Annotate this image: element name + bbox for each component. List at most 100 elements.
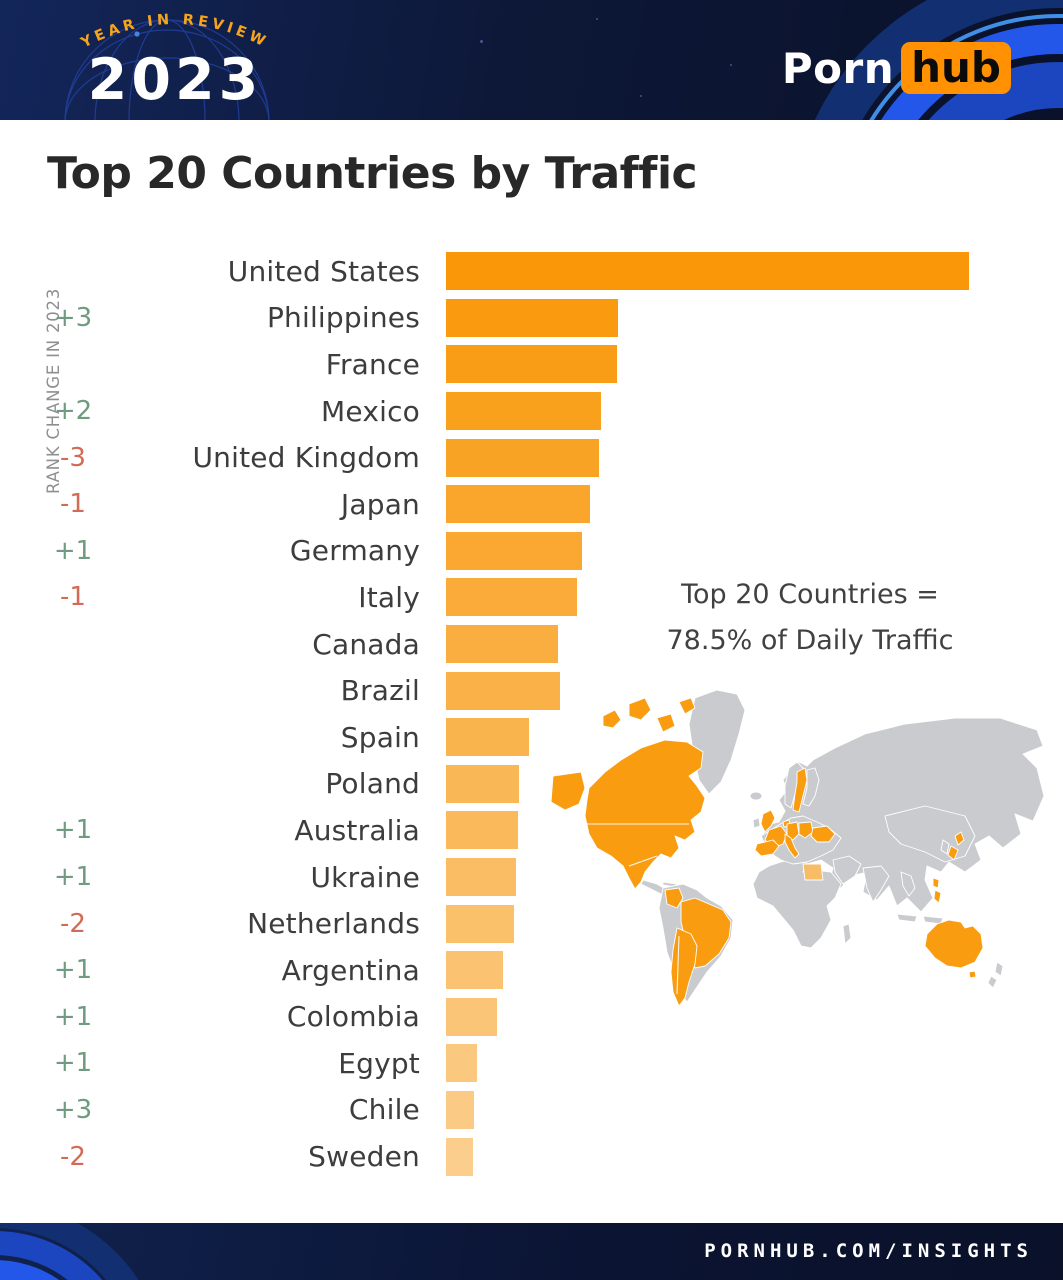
rank-change-colombia: +1 (53, 1001, 93, 1032)
rank-change-netherlands: -2 (60, 908, 86, 939)
footer-arcs-decoration (0, 1223, 139, 1280)
map-india (862, 865, 890, 903)
country-label-chile: Chile (348, 1093, 420, 1127)
map-country-poland (798, 821, 814, 839)
map-country-spain (754, 839, 780, 857)
bar-track-germany (420, 531, 1063, 570)
bar-netherlands (446, 904, 514, 943)
map-country-sweden (792, 767, 808, 813)
chart-row-poland: Poland (0, 761, 1063, 808)
bar-track-poland (420, 764, 1063, 803)
insights-url: PORNHUB.COM/INSIGHTS (704, 1240, 1033, 1262)
bar-argentina (446, 951, 503, 990)
map-ireland (752, 817, 761, 829)
bar-track-ukraine (420, 858, 1063, 897)
corner-arcs-decoration (814, 0, 1063, 120)
bar-egypt (446, 1044, 477, 1083)
country-label-mexico: Mexico (321, 394, 420, 428)
map-country-egypt (802, 863, 824, 881)
map-country-colombia (664, 887, 684, 909)
star-dot (480, 40, 483, 43)
bar-united-kingdom (446, 438, 599, 477)
country-label-brazil: Brazil (340, 674, 420, 708)
bar-track-philippines (420, 298, 1063, 337)
map-country-italy (784, 833, 800, 859)
footer-banner: PORNHUB.COM/INSIGHTS (0, 1223, 1063, 1280)
country-label-egypt: Egypt (338, 1046, 420, 1080)
bar-united-states (446, 252, 969, 291)
logo-text-hub: hub (901, 42, 1011, 94)
header-banner: YEAR IN REVIEW 2023 Porn hub (0, 0, 1063, 120)
chart-row-brazil: Brazil (0, 667, 1063, 714)
map-country-alaska (550, 771, 586, 811)
bar-track-japan (420, 485, 1063, 524)
pornhub-logo: Porn hub (782, 42, 1011, 94)
country-label-united-kingdom: United Kingdom (192, 441, 420, 475)
chart-row-canada: Canada (0, 621, 1063, 668)
map-country-tasmania (968, 970, 977, 979)
bar-track-france (420, 345, 1063, 384)
country-label-ukraine: Ukraine (310, 860, 420, 894)
bar-mexico (446, 392, 601, 431)
map-arctic-island (628, 697, 652, 721)
chart-row-netherlands: -2 Netherlands (0, 900, 1063, 947)
map-country-canada-us-mexico (584, 739, 706, 890)
country-label-colombia: Colombia (286, 1000, 420, 1034)
bar-track-australia (420, 811, 1063, 850)
country-label-poland: Poland (325, 767, 420, 801)
star-dot (596, 18, 598, 20)
chart-row-colombia: +1 Colombia (0, 994, 1063, 1041)
chart-row-italy: -1 Italy (0, 574, 1063, 621)
rank-change-ukraine: +1 (53, 862, 93, 893)
bar-australia (446, 811, 518, 850)
chart-row-australia: +1 Australia (0, 807, 1063, 854)
rank-change-united-kingdom: -3 (60, 442, 86, 473)
bar-philippines (446, 298, 618, 337)
logo-text-porn: Porn (781, 43, 895, 93)
country-label-france: France (325, 347, 420, 381)
world-map (550, 689, 1045, 1007)
bar-france (446, 345, 617, 384)
map-arctic-island (656, 713, 676, 733)
bar-track-colombia (420, 997, 1063, 1036)
bar-track-sweden (420, 1137, 1063, 1176)
bar-canada (446, 625, 558, 664)
country-label-spain: Spain (340, 720, 420, 754)
bar-track-netherlands (420, 904, 1063, 943)
bar-track-chile (420, 1090, 1063, 1129)
infographic-body: Top 20 Countries by Traffic RANK CHANGE … (0, 120, 1063, 1223)
map-country-japan (954, 831, 965, 846)
map-new-zealand (994, 961, 1004, 977)
annotation-line-2: 78.5% of Daily Traffic (666, 625, 954, 657)
map-middle-east (832, 855, 862, 885)
chart-row-united-kingdom: -3 United Kingdom (0, 434, 1063, 481)
glow-dot (134, 31, 140, 37)
map-country-philippines (932, 877, 940, 889)
annotation-line-1: Top 20 Countries = (681, 579, 939, 610)
bar-track-argentina (420, 951, 1063, 990)
rank-change-japan: -1 (60, 489, 86, 520)
bar-track-canada (420, 625, 1063, 664)
map-arctic-island (678, 697, 696, 715)
map-iceland (749, 791, 763, 801)
traffic-share-annotation: Top 20 Countries = 78.5% of Daily Traffi… (645, 572, 975, 665)
bar-track-spain (420, 718, 1063, 757)
country-label-argentina: Argentina (281, 953, 420, 987)
chart-row-ukraine: +1 Ukraine (0, 854, 1063, 901)
chart-row-argentina: +1 Argentina (0, 947, 1063, 994)
map-country-japan-2 (947, 845, 959, 861)
year-in-review-brand: YEAR IN REVIEW 2023 (55, 2, 295, 109)
star-dot (730, 64, 732, 66)
rank-change-australia: +1 (53, 815, 93, 846)
bar-track-brazil (420, 671, 1063, 710)
map-se-asia (900, 871, 916, 897)
bar-ukraine (446, 858, 516, 897)
bar-brazil (446, 671, 560, 710)
rank-change-mexico: +2 (53, 396, 93, 427)
globe-wireframe-icon (64, 19, 270, 120)
map-country-uk (760, 809, 776, 833)
chart-row-france: France (0, 341, 1063, 388)
rank-change-sweden: -2 (60, 1141, 86, 1172)
country-label-australia: Australia (294, 813, 420, 847)
bar-chart: United States +3 Philippines France +2 Mexico… (0, 248, 1063, 1180)
